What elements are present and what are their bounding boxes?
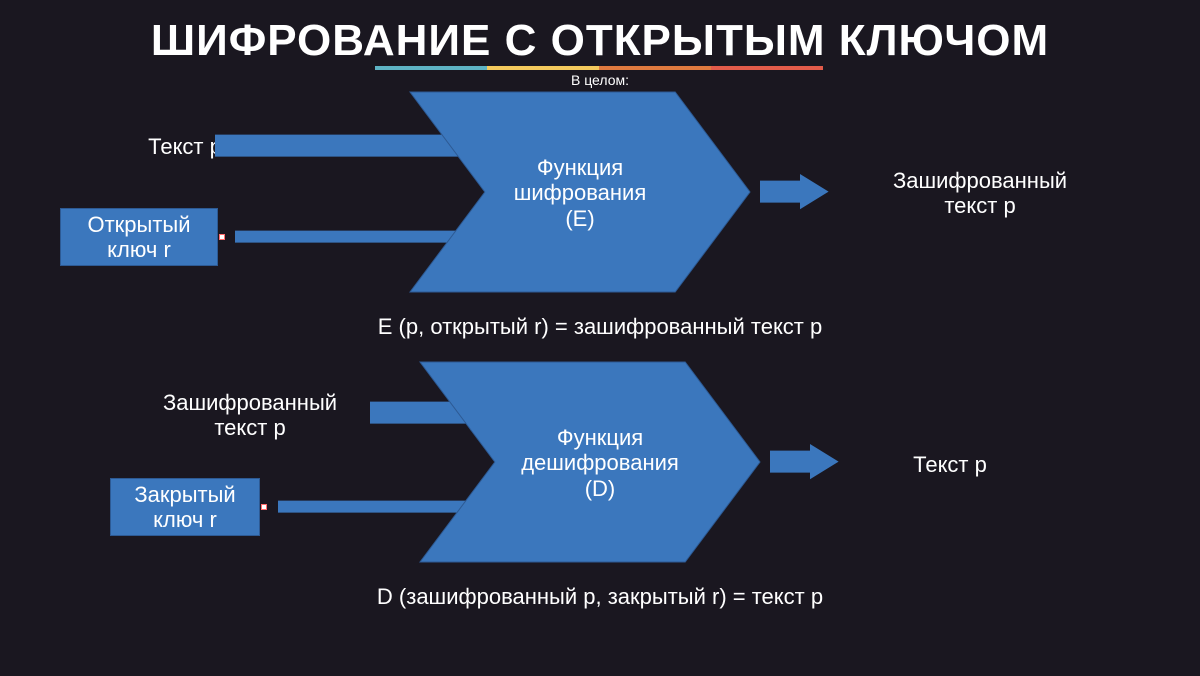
encryption-arrow-output bbox=[760, 174, 829, 209]
decryption-formula: D (зашифрованный p, закрытый r) = текст … bbox=[0, 584, 1200, 610]
underline-seg-4 bbox=[711, 66, 823, 70]
decryption-function-shape bbox=[420, 362, 760, 562]
decryption-input-line1: Зашифрованный bbox=[163, 390, 337, 415]
underline-seg-2 bbox=[487, 66, 599, 70]
encryption-function-shape bbox=[410, 92, 750, 292]
encryption-output-label: Зашифрованный текст p bbox=[840, 168, 1120, 219]
public-key-selection-handle bbox=[219, 234, 225, 240]
subtitle: В целом: bbox=[0, 72, 1200, 88]
public-key-box: Открытый ключ r bbox=[60, 208, 218, 266]
private-key-label: Закрытый ключ r bbox=[111, 482, 259, 533]
encryption-output-line1: Зашифрованный bbox=[893, 168, 1067, 193]
underline-seg-3 bbox=[599, 66, 711, 70]
private-key-box: Закрытый ключ r bbox=[110, 478, 260, 536]
decryption-input-label: Зашифрованный текст p bbox=[130, 390, 370, 441]
public-key-label: Открытый ключ r bbox=[61, 212, 217, 263]
diagram-canvas: ШИФРОВАНИЕ С ОТКРЫТЫМ КЛЮЧОМ В целом: Те… bbox=[0, 0, 1200, 676]
title-underline bbox=[375, 66, 823, 70]
underline-seg-1 bbox=[375, 66, 487, 70]
encryption-output-line2: текст p bbox=[944, 193, 1015, 218]
private-key-selection-handle bbox=[261, 504, 267, 510]
decryption-input-line2: текст p bbox=[214, 415, 285, 440]
decryption-output-label: Текст p bbox=[870, 452, 1030, 477]
encryption-formula: E (p, открытый r) = зашифрованный текст … bbox=[0, 314, 1200, 340]
decryption-arrow-output bbox=[770, 444, 839, 479]
main-title: ШИФРОВАНИЕ С ОТКРЫТЫМ КЛЮЧОМ bbox=[0, 16, 1200, 66]
